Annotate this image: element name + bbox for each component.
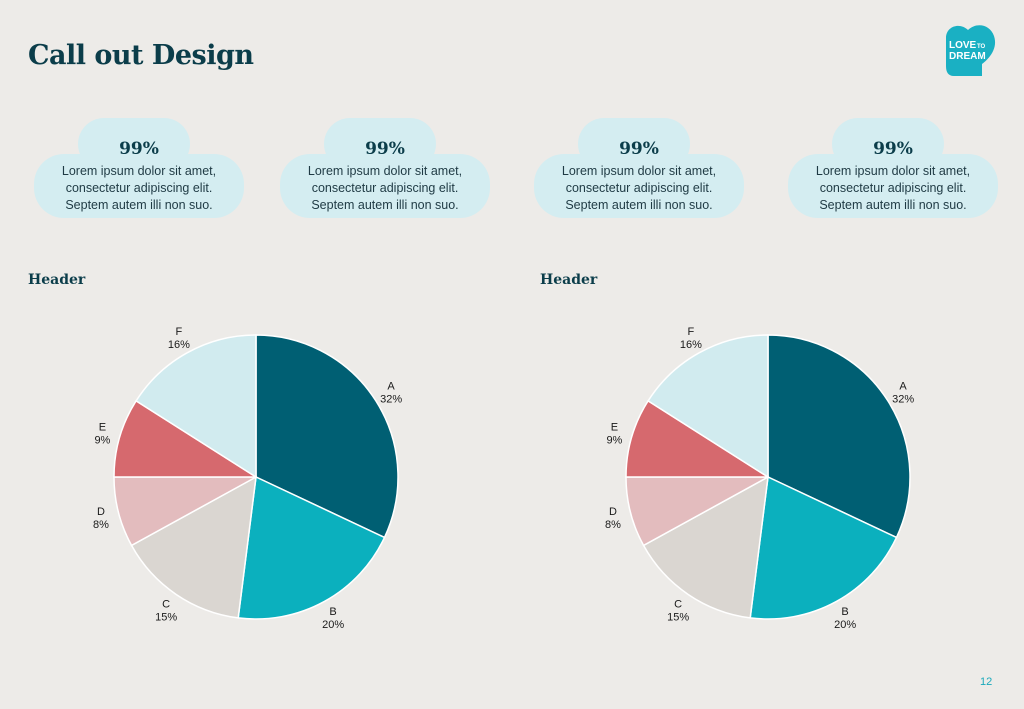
slice-value-e: 9% xyxy=(94,434,110,446)
logo-line-2: TO xyxy=(977,44,986,50)
callout-text-line: consectetur adipiscing elit. xyxy=(565,181,713,195)
pie-slice-a xyxy=(767,334,911,539)
slice-label-e: E xyxy=(99,421,106,433)
pie-slice-c xyxy=(130,475,257,619)
callout-text-line: Lorem ipsum dolor sit amet, xyxy=(561,164,717,178)
page-title: Call out Design xyxy=(28,40,254,71)
slice-label-e: E xyxy=(611,421,618,433)
chart-header-right: Header xyxy=(540,272,598,288)
pie-chart-right: A32% B20% C15% D8% E9% F16% xyxy=(605,326,914,631)
love-to-dream-logo: LOVE TO DREAM xyxy=(946,25,996,76)
callout-stat: 99% xyxy=(873,139,913,159)
callout-text-line: consectetur adipiscing elit. xyxy=(819,181,967,195)
callout-text-line: Septem autem illi non suo. xyxy=(311,198,459,212)
callout-card-2: 99% Lorem ipsum dolor sit amet, consecte… xyxy=(280,118,490,220)
slice-value-b: 20% xyxy=(322,619,344,631)
callout-stat: 99% xyxy=(119,139,159,159)
page-number: 12 xyxy=(980,676,993,688)
slice-label-f: F xyxy=(688,326,695,338)
pie-slice-b xyxy=(237,475,386,620)
pie-slice-e xyxy=(113,399,259,478)
callout-text-line: Lorem ipsum dolor sit amet, xyxy=(815,164,971,178)
callout-stat: 99% xyxy=(365,139,405,159)
slice-value-d: 8% xyxy=(93,519,109,531)
callout-card-4: 99% Lorem ipsum dolor sit amet, consecte… xyxy=(788,118,998,220)
slice-label-f: F xyxy=(176,326,183,338)
slice-label-a: A xyxy=(899,380,907,392)
pie-slice-a xyxy=(255,334,399,539)
slice-value-c: 15% xyxy=(155,611,177,623)
pie-slice-f xyxy=(135,334,257,479)
cloud-shape xyxy=(34,118,244,218)
cloud-shape xyxy=(280,118,490,218)
callout-text-line: Septem autem illi non suo. xyxy=(819,198,967,212)
chart-header-left: Header xyxy=(28,272,86,288)
pie-slice-f xyxy=(647,334,769,479)
slice-label-a: A xyxy=(387,380,395,392)
slice-label-c: C xyxy=(162,598,170,610)
slice-label-b: B xyxy=(841,606,848,618)
callout-card-3: 99% Lorem ipsum dolor sit amet, consecte… xyxy=(534,118,744,220)
slice-value-f: 16% xyxy=(168,339,190,351)
logo-heart-shape xyxy=(946,25,996,76)
callout-text-line: Lorem ipsum dolor sit amet, xyxy=(61,164,217,178)
cloud-shape xyxy=(534,118,744,218)
slice-label-d: D xyxy=(97,506,105,518)
slice-value-a: 32% xyxy=(892,393,914,405)
callout-stat: 99% xyxy=(619,139,659,159)
callout-text-line: Septem autem illi non suo. xyxy=(565,198,713,212)
callout-text-line: consectetur adipiscing elit. xyxy=(311,181,459,195)
slice-label-d: D xyxy=(609,506,617,518)
callout-text-line: consectetur adipiscing elit. xyxy=(65,181,213,195)
slice-value-b: 20% xyxy=(834,619,856,631)
slice-label-c: C xyxy=(674,598,682,610)
pie-slice-e xyxy=(625,399,771,478)
slice-value-d: 8% xyxy=(605,519,621,531)
callout-text-line: Septem autem illi non suo. xyxy=(65,198,213,212)
pie-slice-b xyxy=(749,475,898,620)
callout-card-1: 99% Lorem ipsum dolor sit amet, consecte… xyxy=(34,118,244,220)
cloud-shape xyxy=(788,118,998,218)
slice-label-b: B xyxy=(329,606,336,618)
slice-value-f: 16% xyxy=(680,339,702,351)
logo-line-3: DREAM xyxy=(949,51,986,62)
callout-text-line: Lorem ipsum dolor sit amet, xyxy=(307,164,463,178)
slice-value-c: 15% xyxy=(667,611,689,623)
logo-line-1: LOVE xyxy=(949,40,977,51)
pie-slice-c xyxy=(642,475,769,619)
slice-value-a: 32% xyxy=(380,393,402,405)
slice-value-e: 9% xyxy=(606,434,622,446)
pie-chart-left: A32% B20% C15% D8% E9% F16% xyxy=(93,326,402,631)
